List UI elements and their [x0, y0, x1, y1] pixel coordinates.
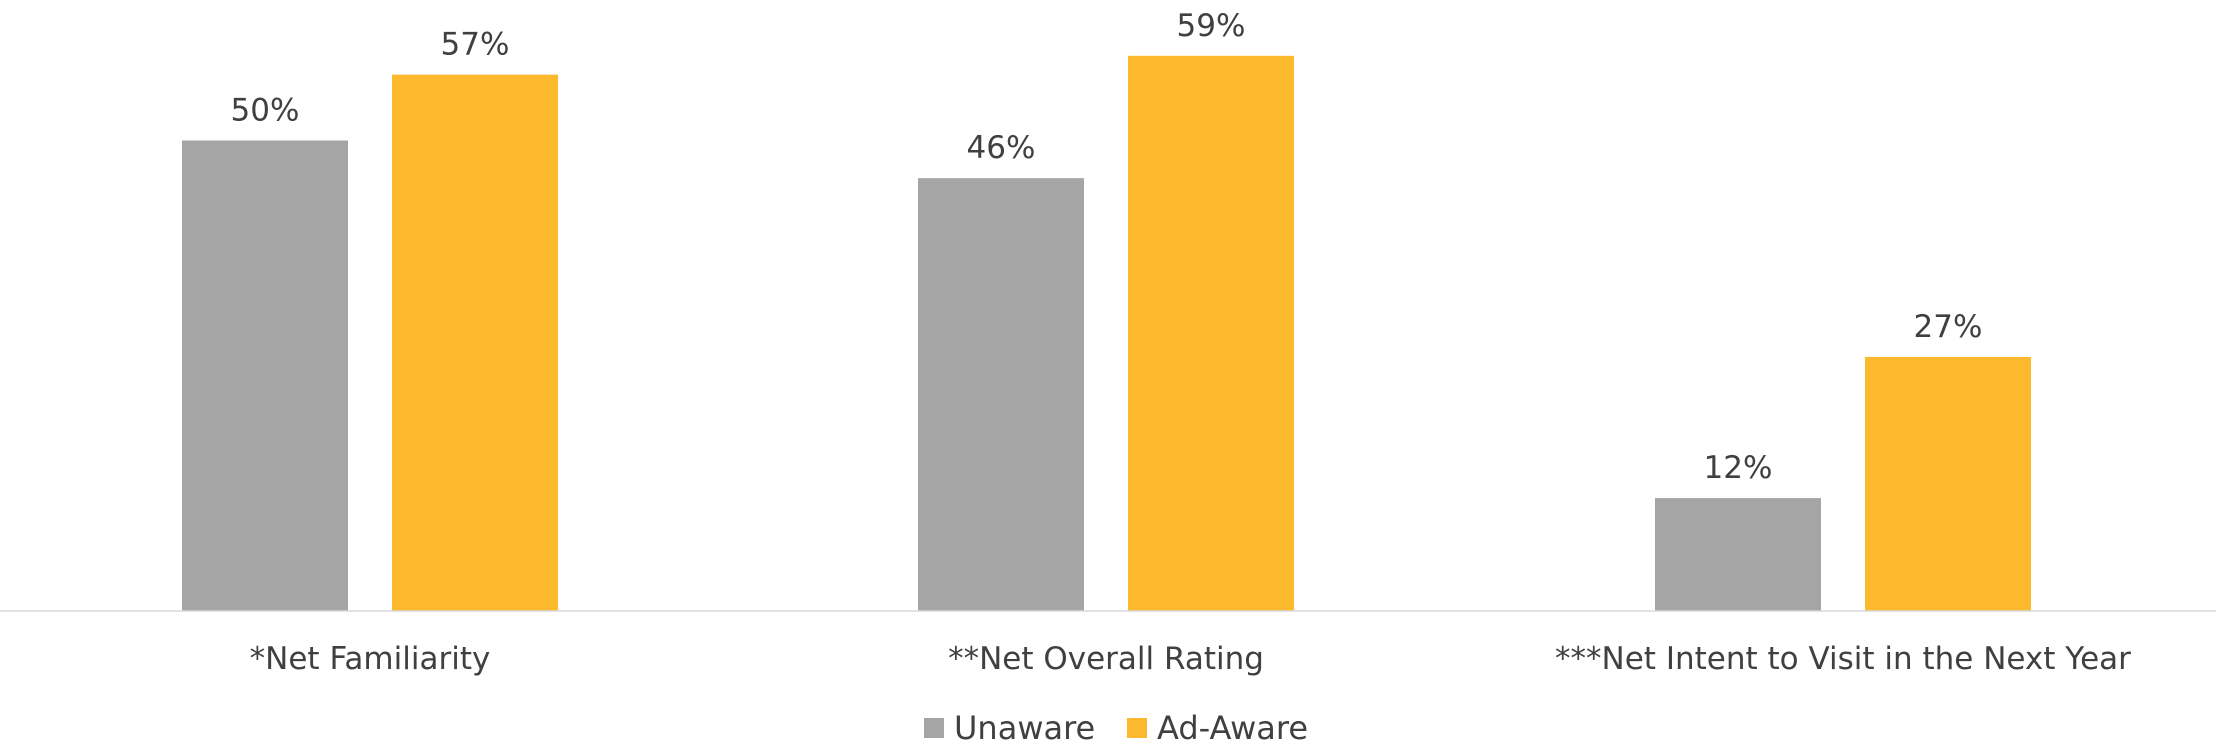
category-labels-layer: *Net Familiarity **Net Overall Rating ***N…	[250, 641, 2132, 677]
category-label-3: ***Net Intent to Visit in the Next Year	[1555, 641, 2131, 677]
legend-item-unaware: Unaware	[924, 709, 1095, 747]
data-label-ad-aware-3: 27%	[1914, 309, 1983, 345]
data-label-unaware-2: 46%	[967, 130, 1036, 166]
data-label-ad-aware-2: 59%	[1177, 8, 1246, 44]
legend: Unaware Ad-Aware	[924, 709, 1308, 747]
legend-swatch-unaware	[924, 718, 944, 738]
bar-ad-aware-1	[392, 74, 558, 611]
bar-ad-aware-3	[1865, 356, 2031, 611]
legend-swatch-ad-aware	[1127, 718, 1147, 738]
data-label-ad-aware-1: 57%	[441, 27, 510, 63]
bar-ad-aware-2	[1128, 55, 1294, 612]
data-labels-layer: 50% 57% 46% 59% 12% 27%	[231, 8, 1983, 486]
legend-label-ad-aware: Ad-Aware	[1157, 709, 1308, 747]
legend-label-unaware: Unaware	[954, 709, 1095, 747]
data-label-unaware-3: 12%	[1704, 450, 1773, 486]
bar-unaware-1	[182, 140, 348, 611]
category-label-2: **Net Overall Rating	[948, 641, 1264, 677]
bar-unaware-3	[1655, 498, 1821, 611]
bars-layer	[182, 55, 2031, 612]
data-label-unaware-1: 50%	[231, 93, 300, 129]
legend-item-ad-aware: Ad-Aware	[1127, 709, 1308, 747]
category-label-1: *Net Familiarity	[250, 641, 491, 677]
bar-unaware-2	[918, 178, 1084, 611]
